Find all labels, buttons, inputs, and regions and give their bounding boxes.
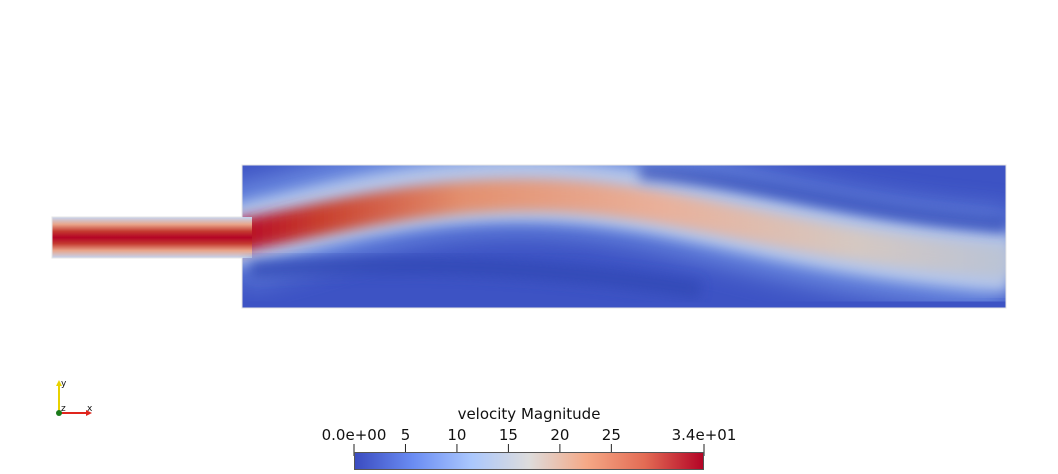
colorbar-tick-label: 25 (601, 426, 621, 444)
jet-core (227, 179, 1006, 278)
recirculation-low (249, 256, 702, 299)
flow-domain (52, 165, 1006, 308)
y-axis-label: y (61, 379, 67, 389)
x-axis-label: x (87, 404, 93, 414)
colorbar-tick-label: 3.4e+01 (671, 426, 737, 444)
axes-triad: y x z (56, 379, 93, 416)
recirculation-top (639, 165, 1006, 233)
z-axis-dot (56, 410, 62, 416)
domain-outline (51, 164, 1007, 309)
colorbar-tick-label: 0.0e+00 (321, 426, 387, 444)
x-arrowhead-icon (86, 410, 92, 416)
z-axis-label: z (61, 404, 66, 414)
colorbar-gradient (354, 452, 704, 470)
y-arrowhead-icon (56, 380, 62, 386)
inlet-channel (52, 217, 252, 258)
colorbar-tick-label: 20 (550, 426, 570, 444)
colorbar-tick-label: 5 (400, 426, 411, 444)
colorbar-title: velocity Magnitude (457, 405, 601, 423)
colorbar-tick-label: 15 (498, 426, 518, 444)
colorbar-tick-label: 10 (447, 426, 467, 444)
